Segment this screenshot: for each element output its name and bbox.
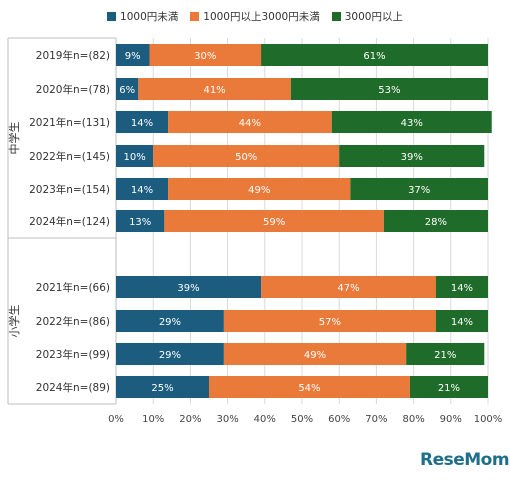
data-label: 47% bbox=[337, 283, 359, 294]
x-tick-label: 40% bbox=[254, 414, 276, 425]
bar-segment bbox=[435, 276, 488, 298]
bar-segment bbox=[261, 44, 488, 66]
data-label: 29% bbox=[159, 350, 181, 361]
legend-item-1000-to-3000: 1000円以上3000円未満 bbox=[190, 9, 320, 24]
data-label: 53% bbox=[378, 85, 400, 96]
bar-segment bbox=[116, 276, 262, 298]
category-label: 2019年n=(82) bbox=[36, 49, 110, 62]
bar-segment bbox=[116, 145, 154, 167]
resemom-logo: ReseMom bbox=[420, 450, 510, 470]
bar-segment bbox=[116, 376, 209, 398]
group-label: 中学生 bbox=[7, 122, 21, 155]
data-label: 14% bbox=[131, 185, 153, 196]
category-label: 2023年n=(99) bbox=[36, 348, 110, 361]
legend-label-over-3000: 3000円以上 bbox=[344, 11, 403, 23]
data-label: 59% bbox=[263, 217, 285, 228]
bar-segment bbox=[116, 343, 224, 365]
bar-segment bbox=[409, 376, 488, 398]
x-tick-label: 20% bbox=[179, 414, 201, 425]
data-label: 39% bbox=[177, 283, 199, 294]
data-label: 61% bbox=[363, 51, 385, 62]
data-label: 21% bbox=[438, 383, 460, 394]
bar-segment bbox=[406, 343, 485, 365]
x-tick-label: 90% bbox=[440, 414, 462, 425]
legend-swatch-over-3000 bbox=[331, 12, 341, 21]
legend: 1000円未満 1000円以上3000円未満 3000円以上 bbox=[0, 9, 510, 24]
bar-segment bbox=[383, 210, 488, 232]
data-label: 25% bbox=[151, 383, 173, 394]
data-label: 10% bbox=[123, 152, 145, 163]
x-tick-label: 0% bbox=[108, 414, 124, 425]
bar-segment bbox=[209, 376, 410, 398]
category-label: 2020年n=(78) bbox=[36, 83, 110, 96]
x-tick-label: 10% bbox=[142, 414, 164, 425]
category-label: 2021年n=(66) bbox=[36, 281, 110, 294]
data-label: 41% bbox=[203, 85, 225, 96]
legend-label-1000-to-3000: 1000円以上3000円未満 bbox=[203, 11, 320, 23]
bar-segment bbox=[116, 44, 150, 66]
bar-segment bbox=[261, 276, 436, 298]
bar-segment bbox=[350, 178, 488, 200]
category-label: 2024年n=(124) bbox=[29, 215, 110, 228]
bar-segment bbox=[164, 210, 384, 232]
data-label: 6% bbox=[119, 85, 135, 96]
data-label: 54% bbox=[298, 383, 320, 394]
data-label: 44% bbox=[239, 118, 261, 129]
legend-label-under-1000: 1000円未満 bbox=[120, 11, 179, 23]
data-label: 39% bbox=[401, 152, 423, 163]
bar-segment bbox=[435, 310, 488, 332]
legend-item-over-3000: 3000円以上 bbox=[331, 9, 403, 24]
category-label: 2022年n=(86) bbox=[36, 315, 110, 328]
bar-segment bbox=[223, 343, 407, 365]
group-label: 小学生 bbox=[7, 305, 21, 338]
data-label: 9% bbox=[125, 51, 141, 62]
bar-segment bbox=[290, 78, 488, 100]
data-label: 13% bbox=[129, 217, 151, 228]
bar-segment bbox=[331, 111, 492, 133]
bar-segment bbox=[339, 145, 485, 167]
data-label: 49% bbox=[304, 350, 326, 361]
bar-segment bbox=[116, 78, 139, 100]
data-label: 14% bbox=[451, 283, 473, 294]
bar-segment bbox=[149, 44, 262, 66]
bar-segment bbox=[138, 78, 291, 100]
bar-segment bbox=[168, 178, 351, 200]
bar-segment bbox=[168, 111, 332, 133]
legend-swatch-1000-to-3000 bbox=[190, 12, 200, 21]
data-label: 14% bbox=[131, 118, 153, 129]
data-label: 43% bbox=[401, 118, 423, 129]
x-tick-label: 50% bbox=[291, 414, 313, 425]
x-tick-label: 80% bbox=[402, 414, 424, 425]
data-label: 14% bbox=[451, 317, 473, 328]
bar-segment bbox=[153, 145, 340, 167]
bar-segment bbox=[116, 178, 169, 200]
x-tick-label: 60% bbox=[328, 414, 350, 425]
x-tick-label: 30% bbox=[216, 414, 238, 425]
category-label: 2023年n=(154) bbox=[29, 183, 110, 196]
category-label: 2021年n=(131) bbox=[29, 116, 110, 129]
bar-segment bbox=[116, 111, 169, 133]
category-label: 2024年n=(89) bbox=[36, 381, 110, 394]
legend-swatch-under-1000 bbox=[107, 12, 117, 21]
data-label: 29% bbox=[159, 317, 181, 328]
data-label: 28% bbox=[425, 217, 447, 228]
data-label: 49% bbox=[248, 185, 270, 196]
data-label: 57% bbox=[319, 317, 341, 328]
bar-segment bbox=[116, 210, 165, 232]
category-label: 2022年n=(145) bbox=[29, 150, 110, 163]
x-tick-label: 70% bbox=[365, 414, 387, 425]
data-label: 30% bbox=[194, 51, 216, 62]
legend-item-under-1000: 1000円未満 bbox=[107, 9, 178, 24]
x-tick-label: 100% bbox=[474, 414, 503, 425]
data-label: 50% bbox=[235, 152, 257, 163]
bar-segment bbox=[116, 310, 224, 332]
data-label: 37% bbox=[408, 185, 430, 196]
bar-segment bbox=[223, 310, 436, 332]
data-label: 21% bbox=[434, 350, 456, 361]
